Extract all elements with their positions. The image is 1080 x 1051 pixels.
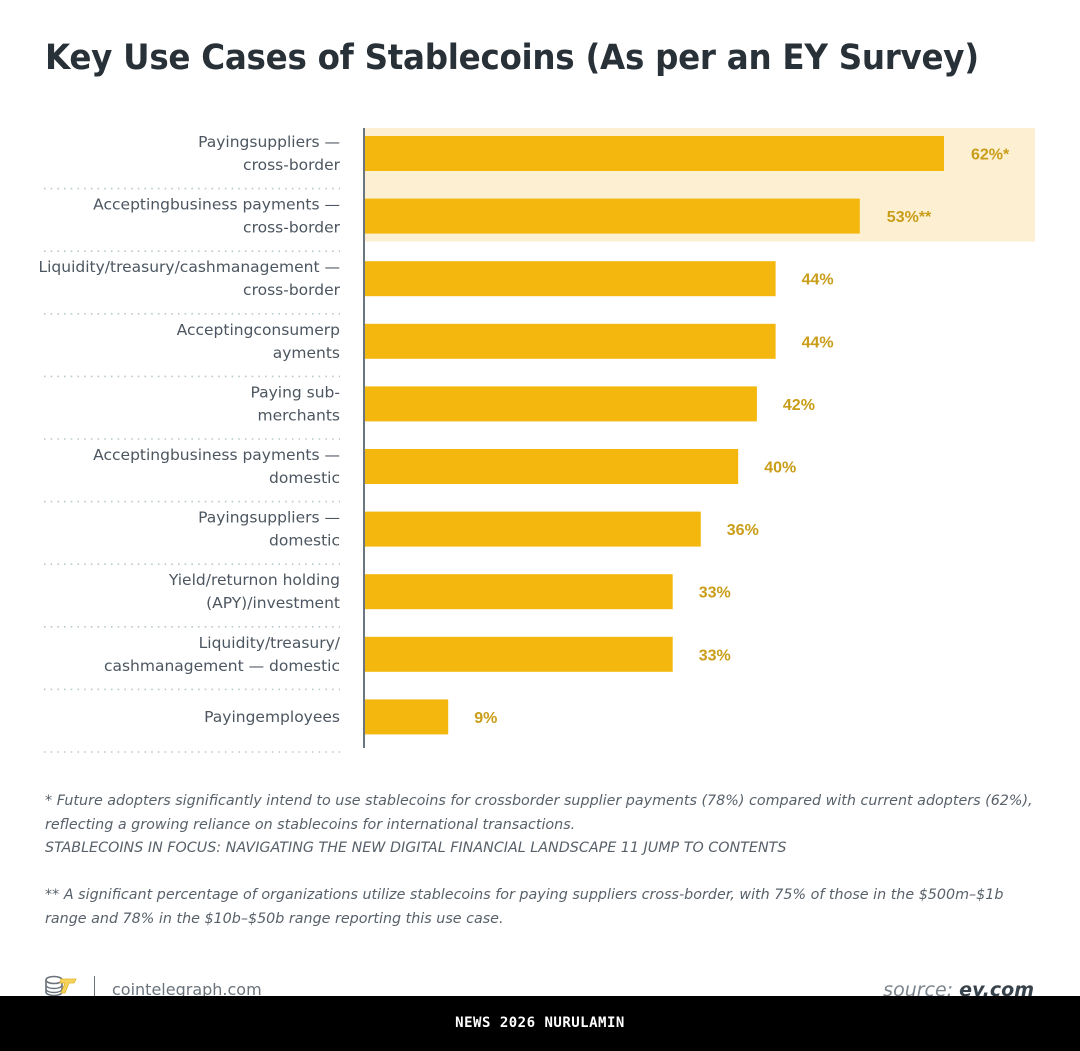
value-label: 40%: [764, 460, 796, 477]
bar: [364, 198, 860, 234]
category-label: ayments: [273, 344, 340, 362]
category-label: cross-border: [243, 156, 341, 174]
value-label: 44%: [802, 334, 834, 351]
category-label: cross-border: [243, 219, 341, 237]
category-label: Yield/returnon holding: [168, 571, 340, 589]
bar: [364, 511, 701, 547]
footer-site: cointelegraph.com: [112, 980, 262, 999]
bar: [364, 323, 776, 359]
category-label: Liquidity/treasury/: [199, 634, 341, 652]
value-label: 33%: [699, 585, 731, 602]
category-label: Payingsuppliers —: [198, 133, 340, 151]
chart-title: Key Use Cases of Stablecoins (As per an …: [45, 38, 979, 78]
source-prefix: source:: [883, 979, 954, 1001]
value-label: 53%**: [887, 209, 932, 226]
bar: [364, 636, 673, 672]
value-label: 42%: [783, 397, 815, 414]
value-label: 62%*: [971, 147, 1010, 164]
value-label: 44%: [802, 272, 834, 289]
cointelegraph-logo-icon: [45, 975, 77, 997]
value-label: 9%: [474, 710, 497, 727]
bar: [364, 136, 944, 171]
category-label: Liquidity/treasury/cashmanagement —: [38, 258, 340, 276]
category-label: (APY)/investment: [206, 594, 340, 612]
footnote-2: ** A significant percentage of organizat…: [45, 884, 1045, 931]
bar: [364, 261, 776, 297]
footer-source: source: ey.com: [883, 979, 1034, 1001]
category-label: Payingemployees: [204, 708, 340, 726]
category-label: Acceptingbusiness payments —: [93, 196, 340, 214]
banner-text: NEWS 2026 NURULAMIN: [455, 1015, 625, 1031]
footnote-2-line: range and 78% in the $10b–$50b range rep…: [45, 910, 504, 927]
category-label: domestic: [269, 532, 340, 550]
source-name: ey.com: [959, 979, 1034, 1001]
bar: [364, 574, 673, 610]
footnote-1-line: STABLECOINS IN FOCUS: NAVIGATING THE NEW…: [45, 840, 787, 856]
category-label: domestic: [269, 469, 340, 487]
bar: [364, 699, 449, 735]
footnote-1-line: * Future adopters significantly intend t…: [45, 793, 1033, 809]
footer-divider: [94, 976, 95, 996]
footnote-1-line: reflecting a growing reliance on stablec…: [45, 816, 576, 833]
category-label: merchants: [258, 406, 341, 424]
value-label: 36%: [727, 522, 759, 539]
bar-chart: 62%* Payingsuppliers — cross-border 53%** Ac…: [38, 128, 1035, 753]
footnote-1: * Future adopters significantly intend t…: [45, 790, 1045, 861]
footnote-2-line: ** A significant percentage of organizat…: [45, 887, 1004, 903]
bar: [364, 386, 757, 422]
category-label: Acceptingconsumerp: [177, 321, 340, 339]
bar: [364, 449, 739, 484]
news-banner: NEWS 2026 NURULAMIN: [0, 996, 1080, 1051]
category-label: Paying sub-: [250, 383, 340, 401]
category-label: cross-border: [243, 281, 341, 299]
value-label: 33%: [699, 647, 731, 664]
category-label: cashmanagement — domestic: [104, 657, 340, 675]
category-label: Payingsuppliers —: [198, 509, 340, 527]
category-label: Acceptingbusiness payments —: [93, 446, 340, 464]
